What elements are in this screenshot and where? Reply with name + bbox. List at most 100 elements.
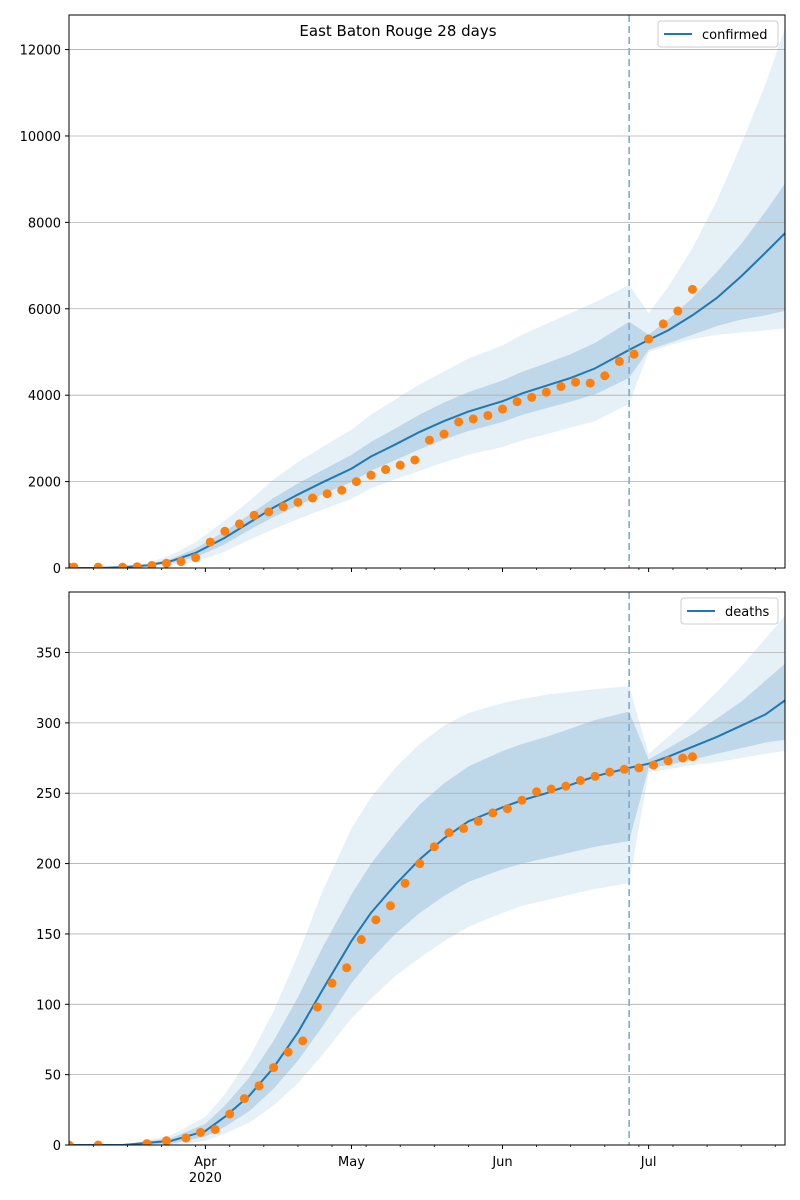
band-outer-band [69,27,785,568]
observed-point [585,378,595,388]
observed-point [356,935,366,945]
observed-point [69,562,79,568]
observed-point [385,901,395,911]
observed-point [634,763,644,773]
observed-point [181,1133,191,1143]
band-inner-band [69,663,785,1145]
observed-point [337,485,347,495]
observed-point [161,558,171,568]
observed-point [269,1063,279,1073]
median-forecast-line [69,232,785,568]
confirmed-legend: confirmed [657,20,779,48]
observed-point [132,562,142,568]
observed-point [454,417,464,427]
observed-point [575,776,585,786]
deaths-observed-points [69,752,697,1145]
observed-point [687,284,697,294]
deaths-legend: deaths [680,597,779,625]
y-tick-label: 0 [53,1139,61,1154]
observed-point [546,784,556,794]
y-tick-label: 50 [44,1069,61,1084]
x-tick-label: Apr [194,1155,217,1170]
y-tick-label: 300 [36,717,61,732]
legend-box [657,20,779,48]
observed-point [366,470,376,480]
observed-point [415,859,425,869]
observed-point [468,414,478,424]
observed-point [254,1081,264,1091]
observed-point [590,771,600,781]
y-tick-label: 6000 [28,303,61,318]
observed-point [283,1047,293,1057]
deaths-axes-frame [68,591,786,1146]
observed-point [312,1002,322,1012]
observed-point [118,562,128,568]
median-forecast-line [69,699,785,1145]
y-tick-label: 8000 [28,216,61,231]
observed-point [673,306,683,316]
observed-point [93,562,103,568]
observed-point [351,477,361,487]
observed-point [239,1094,249,1104]
observed-point [429,842,439,852]
observed-point [298,1036,308,1046]
observed-point [322,489,332,499]
observed-point [473,816,483,826]
observed-point [614,356,624,366]
observed-point [161,1136,171,1145]
x-tick-label: Jun [491,1155,512,1170]
observed-point [497,404,507,414]
observed-point [327,978,337,988]
observed-point [371,915,381,925]
observed-point [619,764,629,774]
observed-point [424,435,434,445]
y-tick-label: 4000 [28,389,61,404]
observed-point [293,497,303,507]
observed-point [644,334,654,344]
y-tick-label: 2000 [28,476,61,491]
observed-point [395,460,405,470]
observed-point [205,537,215,547]
observed-point [532,787,542,797]
band-outer-band [69,615,785,1145]
confirmed-x-axis-ticks [92,568,776,572]
observed-point [234,519,244,529]
observed-point [191,553,201,563]
y-tick-label: 10000 [20,130,61,145]
observed-point [225,1109,235,1119]
observed-point [142,1139,152,1145]
x-tick-year-label: 2020 [189,1171,222,1186]
observed-point [308,493,318,503]
observed-point [342,963,352,973]
observed-point [410,455,420,465]
x-tick-label: Jul [640,1155,657,1170]
observed-point [459,823,469,833]
observed-point [561,781,571,791]
y-tick-label: 100 [36,998,61,1013]
confirmed-panel: 0 2000 4000 6000 8000 10000 12000 East Baton R… [20,14,786,577]
observed-point [687,752,697,762]
y-tick-label: 0 [53,562,61,577]
y-tick-label: 150 [36,928,61,943]
y-tick-label: 12000 [20,44,61,59]
observed-point [176,557,186,567]
observed-point [571,377,581,387]
observed-point [264,507,274,517]
observed-point [648,760,658,770]
y-tick-label: 200 [36,858,61,873]
observed-point [556,382,566,392]
x-tick-label: May [338,1155,365,1170]
observed-point [605,767,615,777]
observed-point [439,429,449,439]
confirmed-y-axis-ticks: 0 2000 4000 6000 8000 10000 12000 [20,44,69,577]
observed-point [483,410,493,420]
deaths-y-axis-ticks: 0 50 100 150 200 250 300 350 [36,647,69,1154]
observed-point [678,753,688,763]
observed-point [517,795,527,805]
observed-point [196,1127,206,1137]
confirmed-lines [69,232,785,568]
